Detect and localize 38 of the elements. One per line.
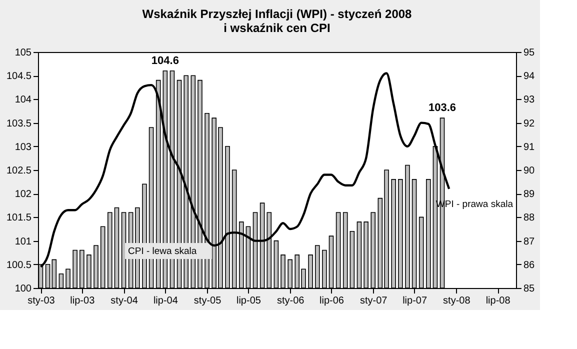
x-tick-label: lip-05 [236, 296, 262, 306]
x-tick-label: sty-03 [28, 296, 56, 306]
x-tick-label: lip-03 [70, 296, 96, 306]
x-tick-label: lip-04 [153, 296, 178, 306]
x-tick-label: sty-07 [360, 296, 388, 306]
y2-tick-label: 90 [524, 166, 536, 176]
annotation: 103.6 [428, 102, 456, 114]
x-tick-label: lip-08 [486, 296, 511, 306]
x-tick-label: lip-07 [402, 296, 428, 306]
y2-tick-label: 93 [524, 94, 536, 106]
y-tick-label: 103 [14, 142, 32, 153]
y-tick-label: 104 [14, 94, 32, 106]
y-tick-label: 103.5 [6, 118, 32, 130]
x-tick-label: sty-08 [443, 296, 471, 306]
x-tick-label: lip-06 [320, 296, 344, 306]
y2-tick-label: 87 [524, 236, 536, 248]
y-tick-label: 102.5 [6, 166, 32, 176]
y-tick-label: 105 [14, 48, 32, 58]
y2-tick-label: 86 [524, 260, 536, 271]
chart-title: Wskaźnik Przyszłej Inflacji (WPI) - styczeń 2008 i wskaźnik cen CPI [142, 7, 412, 35]
y-tick-label: 102 [14, 189, 32, 200]
annotation: 104.6 [151, 54, 179, 67]
y-tick-label: 101 [14, 236, 32, 248]
y2-tick-label: 92 [524, 118, 536, 130]
y-tick-label: 104.5 [6, 71, 32, 82]
y2-tick-label: 91 [524, 142, 536, 153]
y-tick-label: 101.5 [6, 212, 32, 224]
x-tick-label: sty-06 [276, 296, 305, 306]
y2-tick-label: 89 [524, 189, 536, 200]
y-tick-label: 100.5 [6, 260, 32, 271]
y2-tick-label: 85 [524, 284, 536, 294]
y-tick-label: 100 [14, 284, 32, 294]
y2-tick-label: 95 [524, 48, 536, 58]
y2-tick-label: 94 [524, 71, 536, 82]
y2-tick-label: 88 [524, 212, 536, 224]
x-tick-label: sty-05 [194, 296, 222, 306]
x-tick-label: sty-04 [110, 296, 138, 306]
series-label: CPI - lewa skala [128, 246, 198, 257]
